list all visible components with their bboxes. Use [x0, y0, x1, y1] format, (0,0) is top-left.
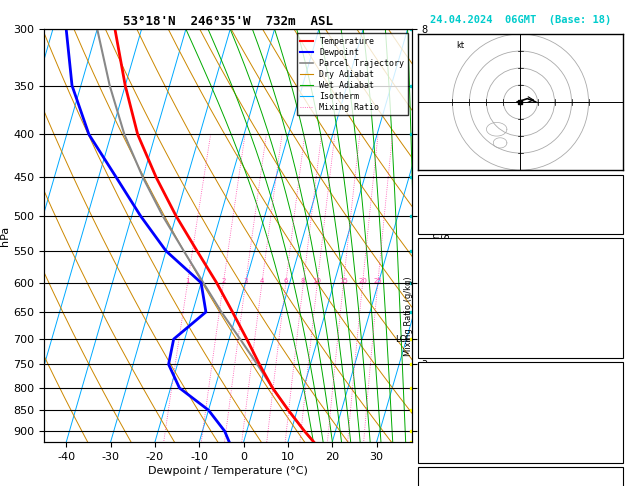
Text: Pressure (mb): Pressure (mb) — [421, 377, 498, 387]
Text: 42: 42 — [608, 328, 620, 338]
Text: 4: 4 — [260, 278, 264, 284]
Text: EH: EH — [421, 482, 433, 486]
Text: K: K — [421, 180, 427, 190]
Text: 305: 305 — [602, 291, 620, 301]
Text: CAPE (J): CAPE (J) — [421, 328, 469, 338]
Text: Hodograph: Hodograph — [494, 471, 547, 482]
Text: LCL: LCL — [394, 335, 409, 344]
Y-axis label: km
ASL: km ASL — [431, 226, 452, 245]
Text: PW (cm): PW (cm) — [421, 217, 462, 227]
Text: Most Unstable: Most Unstable — [482, 366, 559, 377]
Text: 42: 42 — [608, 433, 620, 443]
Text: 16: 16 — [608, 482, 620, 486]
Text: Totals Totals: Totals Totals — [421, 198, 498, 208]
Text: 4: 4 — [614, 414, 620, 424]
Text: 8: 8 — [301, 278, 306, 284]
Text: 1: 1 — [185, 278, 189, 284]
Text: 25: 25 — [374, 278, 382, 284]
Text: kt: kt — [456, 41, 464, 50]
Text: -3.2: -3.2 — [596, 272, 620, 282]
Title: 53°18'N  246°35'W  732m  ASL: 53°18'N 246°35'W 732m ASL — [123, 15, 333, 28]
Text: © weatheronline.co.uk: © weatheronline.co.uk — [464, 469, 577, 479]
Text: Mixing Ratio (g/kg): Mixing Ratio (g/kg) — [404, 276, 413, 356]
Text: θᵉ(K): θᵉ(K) — [421, 291, 451, 301]
Text: 4: 4 — [614, 309, 620, 319]
Legend: Temperature, Dewpoint, Parcel Trajectory, Dry Adiabat, Wet Adiabat, Isotherm, Mi: Temperature, Dewpoint, Parcel Trajectory… — [297, 34, 408, 116]
X-axis label: Dewpoint / Temperature (°C): Dewpoint / Temperature (°C) — [148, 466, 308, 476]
Text: 0.86: 0.86 — [596, 217, 620, 227]
Text: 24.04.2024  06GMT  (Base: 18): 24.04.2024 06GMT (Base: 18) — [430, 15, 611, 25]
Text: 44: 44 — [608, 198, 620, 208]
Text: 6: 6 — [284, 278, 288, 284]
Text: 10: 10 — [313, 278, 321, 284]
Text: 928: 928 — [602, 377, 620, 387]
Text: θᵉ (K): θᵉ (K) — [421, 396, 457, 406]
Text: CAPE (J): CAPE (J) — [421, 433, 469, 443]
Text: 21: 21 — [608, 180, 620, 190]
Text: 20: 20 — [358, 278, 367, 284]
Text: Temp (°C): Temp (°C) — [421, 254, 474, 264]
Text: Lifted Index: Lifted Index — [421, 414, 492, 424]
Text: Dewp (°C): Dewp (°C) — [421, 272, 474, 282]
Text: 0: 0 — [614, 451, 620, 461]
Text: 0: 0 — [614, 346, 620, 356]
Y-axis label: hPa: hPa — [1, 226, 11, 246]
Text: 15: 15 — [339, 278, 348, 284]
Text: CIN (J): CIN (J) — [421, 346, 462, 356]
Text: 305: 305 — [602, 396, 620, 406]
Text: Surface: Surface — [500, 243, 541, 253]
Text: Lifted Index: Lifted Index — [421, 309, 492, 319]
Text: 3: 3 — [243, 278, 248, 284]
Text: 2: 2 — [221, 278, 225, 284]
Text: 15.9: 15.9 — [596, 254, 620, 264]
Text: CIN (J): CIN (J) — [421, 451, 462, 461]
